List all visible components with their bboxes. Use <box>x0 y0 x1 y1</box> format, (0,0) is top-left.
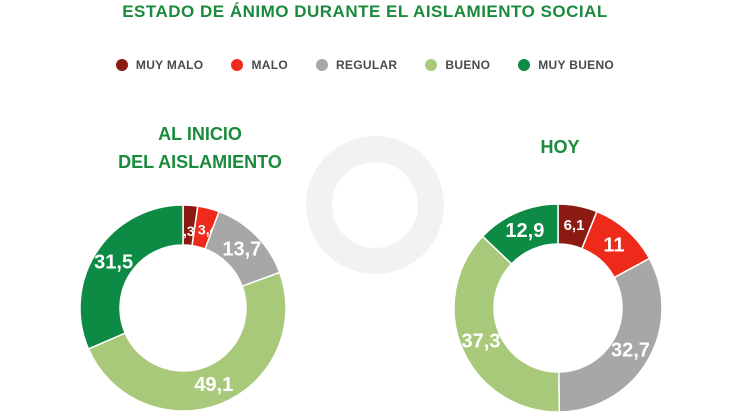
slice-label-inicio-muy-bueno: 31,5 <box>94 251 133 273</box>
legend-swatch-muy-bueno <box>518 59 531 71</box>
chart-title-hoy-line-1: HOY <box>540 137 580 157</box>
slice-inicio-muy-bueno <box>79 204 184 350</box>
legend-item-muy-malo: MUY MALO <box>115 58 204 72</box>
chart-title-inicio-line-2: DEL AISLAMIENTO <box>118 152 282 172</box>
legend-label-muy-malo: MUY MALO <box>135 58 204 72</box>
chart-title-inicio: AL INICIO DEL AISLAMIENTO <box>90 120 310 176</box>
chart-main-title: ESTADO DE ÁNIMO DURANTE EL AISLAMIENTO S… <box>122 2 608 21</box>
legend-label-bueno: BUENO <box>445 58 491 72</box>
slice-hoy-regular <box>558 257 663 413</box>
legend-swatch-bueno <box>425 59 438 71</box>
legend-swatch-malo <box>231 59 244 71</box>
legend-item-malo: MALO <box>231 58 288 72</box>
legend-item-regular: REGULAR <box>315 58 398 72</box>
legend-item-muy-bueno: MUY BUENO <box>518 58 614 72</box>
legend-swatch-regular <box>315 59 328 71</box>
legend-swatch-muy-malo <box>115 59 128 71</box>
slice-label-inicio-bueno: 49,1 <box>194 374 233 396</box>
chart-title-hoy: HOY <box>480 133 640 161</box>
slice-hoy-muy-bueno <box>481 203 559 265</box>
legend-label-regular: REGULAR <box>335 58 398 72</box>
slice-label-hoy-muy-bueno: 12,9 <box>505 220 544 242</box>
slice-hoy-bueno <box>453 235 561 413</box>
donut-chart-inicio: 2,3 3,413,749,131,5 <box>79 204 287 412</box>
slice-label-hoy-regular: 32,7 <box>611 340 650 362</box>
legend: MUY MALO MALO REGULAR BUENO MUY BUENO <box>0 58 730 72</box>
slice-label-inicio-regular: 13,7 <box>222 238 261 260</box>
watermark-logo <box>306 136 444 274</box>
legend-item-bueno: BUENO <box>425 58 490 72</box>
slice-label-hoy-malo: 11 <box>603 234 624 256</box>
chart-title-inicio-line-1: AL INICIO <box>158 124 242 144</box>
slice-label-hoy-muy-malo: 6,1 <box>564 217 585 234</box>
legend-label-malo: MALO <box>251 58 288 72</box>
slice-inicio-bueno <box>87 271 287 412</box>
slice-label-hoy-bueno: 37,3 <box>462 331 501 353</box>
legend-label-muy-bueno: MUY BUENO <box>538 58 615 72</box>
donut-chart-hoy: 6,1 11 32,7 37,3 12,9 <box>453 203 663 413</box>
